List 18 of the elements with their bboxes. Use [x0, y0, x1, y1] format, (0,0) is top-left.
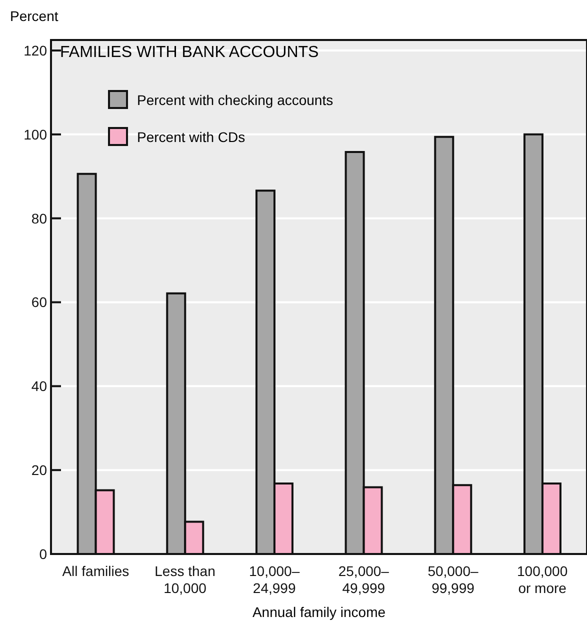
y-tick-label: 80 [31, 210, 48, 226]
chart-title: FAMILIES WITH BANK ACCOUNTS [60, 44, 319, 62]
x-tick-label: 10,000– 24,999 [249, 563, 300, 596]
legend-label: Percent with CDs [137, 128, 246, 144]
y-tick-label: 100 [24, 126, 48, 142]
y-tick-label: 0 [39, 546, 48, 562]
x-tick-label: 25,000– 49,999 [338, 563, 390, 596]
x-axis-title: Annual family income [251, 604, 387, 620]
y-tick-label: 20 [31, 462, 48, 478]
y-tick-label: 120 [24, 42, 48, 58]
legend-label: Percent with checking accounts [137, 92, 334, 108]
x-tick-label: All families [62, 563, 130, 579]
x-tick-label: Less than 10,000 [154, 563, 216, 596]
y-axis-title: Percent [10, 8, 58, 24]
x-tick-label: 50,000– 99,999 [428, 563, 479, 596]
y-tick-label: 60 [31, 294, 48, 310]
y-tick-label: 40 [31, 378, 48, 394]
x-tick-label: 100,000 or more [517, 563, 568, 596]
